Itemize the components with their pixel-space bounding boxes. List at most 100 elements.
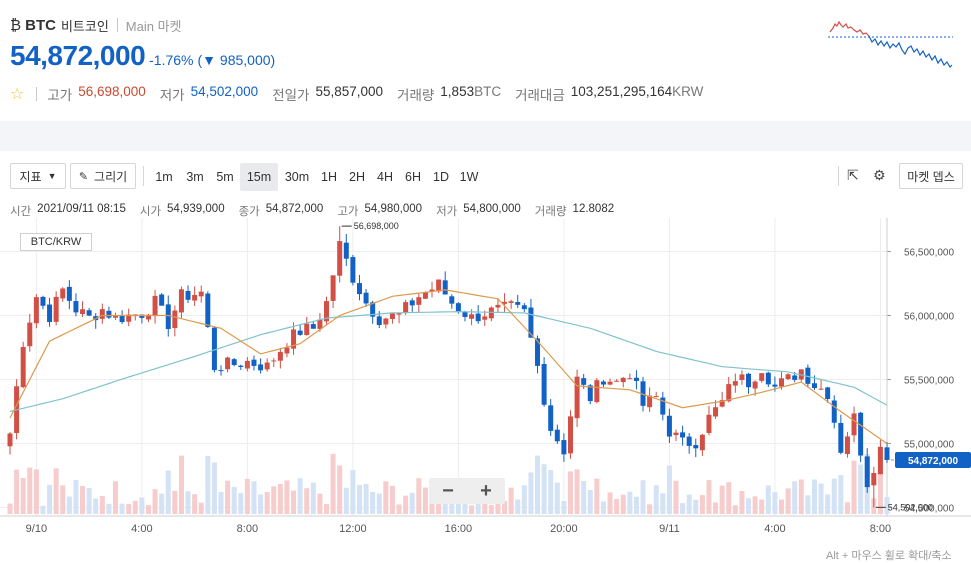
volume-bar: [706, 480, 712, 514]
candle-body: [567, 416, 573, 454]
candle-body: [363, 292, 369, 304]
volume-bar: [47, 484, 53, 514]
stats-row: ☆ 고가 56,698,000 저가 54,502,000 전일가 55,857,00…: [10, 84, 717, 104]
candle-body: [66, 286, 72, 301]
volume-bar: [713, 502, 719, 514]
candle-body: [482, 316, 488, 320]
candle-body: [785, 374, 791, 380]
candle-body: [60, 288, 66, 299]
interval-2h[interactable]: 2H: [349, 170, 365, 184]
moving-average-short: [9, 289, 888, 445]
candle-body: [811, 383, 817, 389]
candle-body: [264, 362, 270, 370]
candle-body: [185, 290, 191, 300]
info-volume-label: 거래량: [534, 206, 567, 218]
interval-5m[interactable]: 5m: [216, 170, 234, 184]
candle-body: [218, 370, 224, 372]
draw-button[interactable]: ✎ 그리기: [70, 163, 136, 189]
x-tick-label: 4:00: [131, 523, 152, 535]
candle-body: [27, 322, 33, 347]
volume-bar: [647, 504, 653, 514]
x-tick-label: 16:00: [445, 523, 473, 535]
volume-bar: [396, 504, 402, 514]
interval-1h[interactable]: 1H: [321, 170, 337, 184]
volume-bar: [633, 496, 639, 514]
candle-info-bar: 시간 2021/09/11 08:15 시가 54,939,000 종가 54,872…: [10, 203, 628, 218]
candle-body: [455, 303, 461, 312]
volume-bar: [858, 464, 864, 514]
volume-bar: [211, 462, 217, 514]
interval-15m[interactable]: 15m: [240, 163, 278, 191]
volume-bar: [198, 502, 204, 514]
candle-body: [515, 302, 521, 305]
volume-bar: [422, 487, 428, 514]
bitcoin-icon: ₿: [10, 16, 22, 34]
volume-bar: [145, 505, 151, 514]
volume-bar: [403, 495, 409, 514]
candle-body: [33, 297, 39, 324]
candle-body: [647, 395, 653, 408]
volume-bar: [877, 471, 883, 514]
candle-body: [436, 279, 442, 292]
y-tick-label: 54,500,000: [904, 504, 954, 515]
low-annotation: 54,502,000: [888, 502, 933, 512]
interval-30m[interactable]: 30m: [284, 170, 310, 184]
interval-1w[interactable]: 1W: [459, 170, 479, 184]
volume-bar: [594, 478, 600, 514]
volume-bar: [165, 470, 171, 514]
volume-bar: [126, 504, 132, 514]
info-volume-value: 12.8082: [572, 203, 615, 215]
stat-high: 고가 56,698,000: [47, 84, 146, 103]
candle-body: [422, 292, 428, 299]
volume-bar: [772, 492, 778, 514]
price-chart[interactable]: 54,500,000 55,000,000 55,500,000 56,000,000…: [0, 218, 971, 560]
volume-bar: [541, 464, 547, 514]
pair-label: BTC/KRW: [20, 233, 92, 251]
zoom-out-button[interactable]: −: [442, 479, 454, 502]
market-label: Main 마켓: [125, 18, 182, 34]
coin-symbol: BTC: [25, 16, 56, 34]
gear-icon[interactable]: ⚙: [873, 167, 886, 183]
volume-bar: [528, 472, 534, 514]
volume-bar: [732, 505, 738, 514]
volume-bar: [811, 479, 817, 514]
interval-6h[interactable]: 6H: [405, 170, 421, 184]
volume-bar: [106, 503, 112, 514]
interval-1m[interactable]: 1m: [155, 170, 173, 184]
volume-bar: [20, 477, 26, 514]
volume-bar: [99, 495, 105, 514]
volume-bar: [324, 503, 330, 514]
candle-body: [258, 364, 264, 371]
favorite-star-icon[interactable]: ☆: [10, 86, 25, 103]
volume-bar: [350, 470, 356, 514]
external-link-icon[interactable]: ⇱: [847, 167, 859, 183]
candle-body: [640, 381, 646, 406]
candle-body: [271, 360, 277, 362]
indicator-button[interactable]: 지표 ▼: [10, 163, 66, 189]
volume-bar: [752, 496, 758, 514]
volume-bar: [178, 455, 184, 514]
volume-bar: [119, 503, 125, 514]
candle-body: [20, 347, 26, 388]
volume-bar: [739, 490, 745, 514]
volume-bar: [574, 469, 580, 514]
zoom-in-button[interactable]: +: [480, 479, 492, 502]
interval-4h[interactable]: 4H: [377, 170, 393, 184]
candle-body: [429, 289, 435, 292]
interval-3m[interactable]: 3m: [186, 170, 204, 184]
volume-bar: [409, 492, 415, 514]
volume-bar: [884, 497, 890, 514]
candle-body: [409, 300, 415, 306]
volume-bar: [640, 480, 646, 514]
interval-1d[interactable]: 1D: [433, 170, 449, 184]
volume-bar: [429, 501, 435, 514]
volume-bar: [113, 481, 119, 514]
volume-bar: [746, 498, 752, 514]
candle-body: [752, 381, 758, 389]
market-depth-button[interactable]: 마켓 뎁스: [899, 163, 963, 189]
volume-bar: [554, 482, 560, 514]
volume-bar: [277, 483, 283, 514]
candle-body: [251, 359, 257, 366]
volume-bar: [317, 493, 323, 514]
volume-bar: [851, 460, 857, 514]
